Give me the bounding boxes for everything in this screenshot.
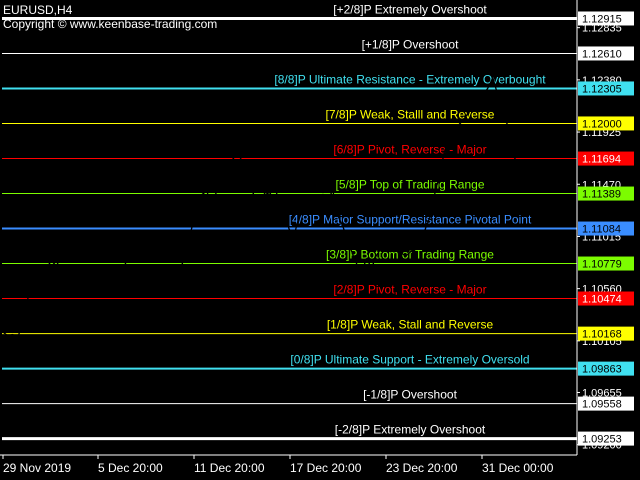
murrey-level-label: [4/8]P Major Support/Resistance Pivotal … xyxy=(289,213,532,227)
murrey-level-label: [7/8]P Weak, Stalll and Reverse xyxy=(326,107,495,121)
murrey-level-label: [6/8]P Pivot, Reverse - Major xyxy=(333,143,486,157)
x-tick-label: 11 Dec 20:00 xyxy=(194,461,265,475)
level-price-box xyxy=(578,81,634,96)
x-tick-label: 23 Dec 20:00 xyxy=(386,461,458,475)
level-price-box xyxy=(578,46,634,61)
murrey-level-label: [1/8]P Weak, Stall and Reverse xyxy=(327,318,494,332)
level-price-label: 1.12000 xyxy=(582,118,622,130)
level-price-box xyxy=(578,186,634,201)
murrey-level-label: [+2/8]P Extremely Overshoot xyxy=(333,2,487,16)
level-price-label: 1.10474 xyxy=(582,294,622,306)
y-tick-label: 1.09655 xyxy=(582,387,622,399)
level-price-label: 1.10779 xyxy=(582,259,622,271)
level-price-box xyxy=(578,396,634,411)
murrey-level-label: [5/8]P Top of Trading Range xyxy=(336,178,485,192)
level-price-label: 1.12915 xyxy=(582,13,622,25)
murrey-level-label: [0/8]P Ultimate Support - Extremely Over… xyxy=(290,353,529,367)
level-price-box xyxy=(578,291,634,306)
murrey-level-label: [-1/8]P Overshoot xyxy=(363,388,457,402)
x-tick-label: 29 Nov 2019 xyxy=(3,461,71,475)
x-tick-label: 17 Dec 20:00 xyxy=(290,461,362,475)
level-price-box xyxy=(578,326,634,341)
price-line-shadow xyxy=(2,76,552,339)
level-price-box xyxy=(578,116,634,131)
level-price-label: 1.12305 xyxy=(582,83,622,95)
level-price-label: 1.10168 xyxy=(582,329,622,341)
level-price-box xyxy=(578,256,634,271)
level-price-label: 1.09558 xyxy=(582,399,622,411)
x-tick-label: 31 Dec 00:00 xyxy=(482,461,554,475)
level-price-box xyxy=(578,361,634,376)
y-tick-label: 1.12835 xyxy=(582,23,622,35)
level-price-label: 1.12610 xyxy=(582,48,622,60)
level-price-box xyxy=(578,221,634,236)
level-price-label: 1.09253 xyxy=(582,434,622,446)
murrey-level-label: [3/8]P Bottom of Trading Range xyxy=(326,248,494,262)
chart-header: EURUSD,H4 Copyright © www.keenbase-tradi… xyxy=(3,3,217,31)
murrey-level-label: [8/8]P Ultimate Resistance - Extremely O… xyxy=(274,72,546,86)
level-price-box xyxy=(578,431,634,446)
level-price-label: 1.09863 xyxy=(582,364,622,376)
level-price-label: 1.11389 xyxy=(582,189,621,201)
murrey-level-label: [2/8]P Pivot, Reverse - Major xyxy=(333,283,486,297)
level-price-label: 1.11084 xyxy=(582,224,621,236)
level-price-label: 1.11694 xyxy=(582,154,621,166)
copyright-label: Copyright © www.keenbase-trading.com xyxy=(3,17,218,31)
level-price-box xyxy=(578,151,634,166)
x-tick-label: 5 Dec 20:00 xyxy=(98,461,163,475)
murrey-level-label: [-2/8]P Extremely Overshoot xyxy=(335,423,486,437)
murrey-level-label: [+1/8]P Overshoot xyxy=(362,37,460,51)
level-price-box xyxy=(578,11,634,26)
symbol-timeframe-label: EURUSD,H4 xyxy=(3,3,73,17)
